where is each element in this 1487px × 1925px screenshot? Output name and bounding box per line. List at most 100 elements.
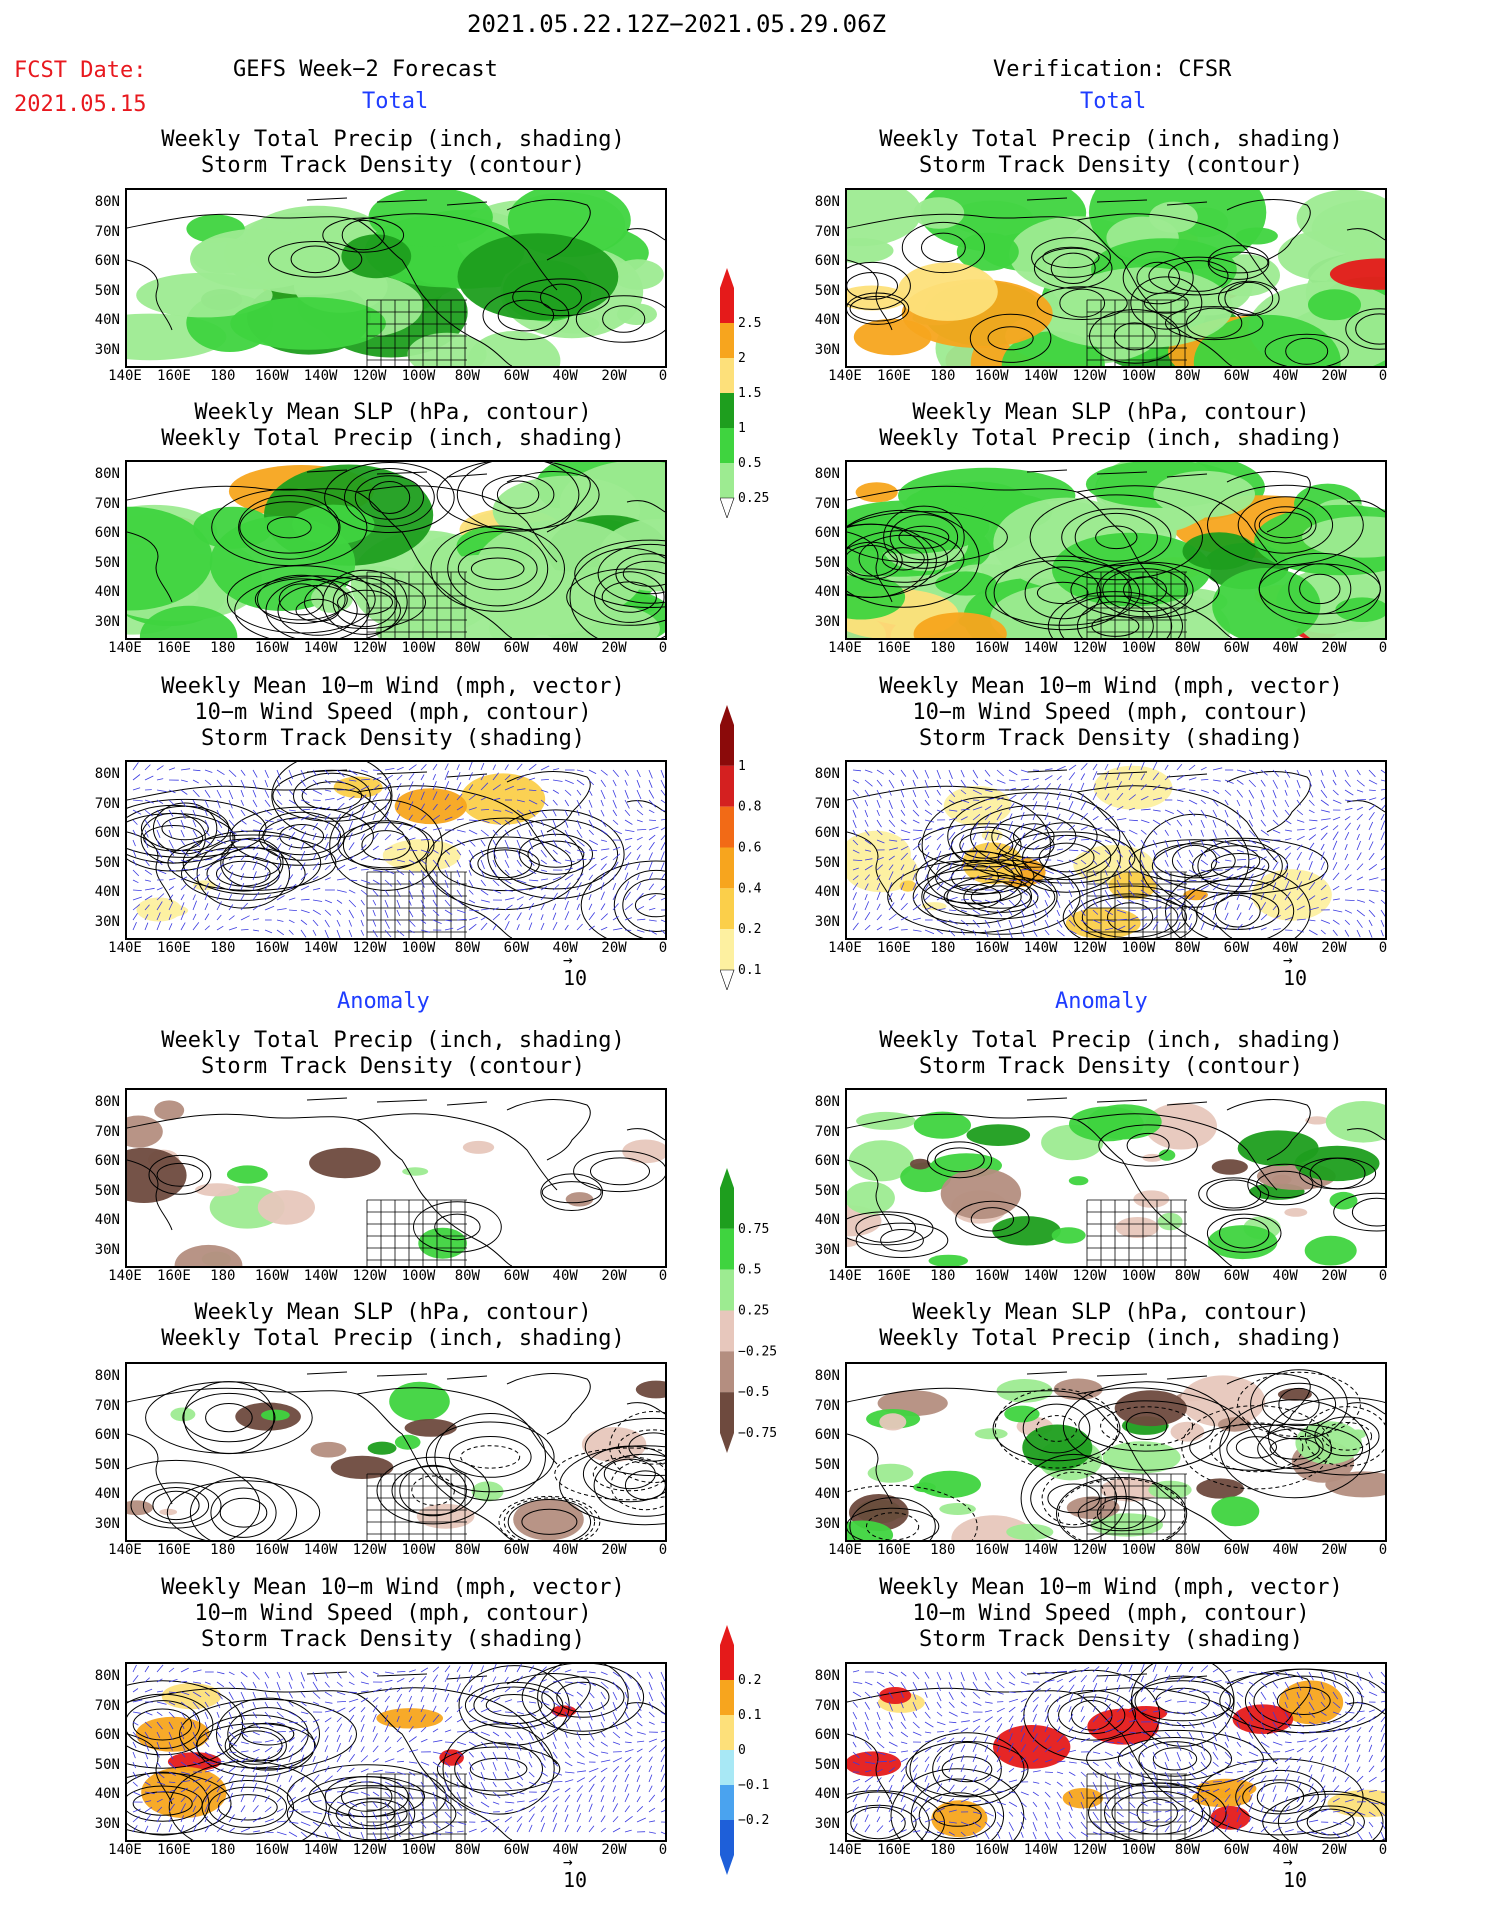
wind-vector: [1320, 799, 1329, 806]
wind-vector: [984, 899, 992, 903]
wind-vector: [252, 1756, 259, 1763]
wind-vector: [1008, 867, 1016, 871]
contour-line: [1074, 512, 1158, 562]
wind-vector: [1104, 1831, 1115, 1834]
lon-tick-label: 180: [210, 940, 236, 956]
coastline: [1026, 1371, 1208, 1380]
wind-vector: [552, 876, 562, 881]
wind-vector: [492, 1697, 501, 1703]
wind-vector: [876, 914, 882, 921]
wind-vector: [1308, 872, 1313, 881]
wind-vector: [300, 1701, 307, 1707]
wind-vector: [336, 1754, 342, 1763]
lon-tick-label: 120W: [1072, 940, 1107, 956]
wind-vector: [1116, 849, 1123, 858]
wind-vector: [240, 1731, 248, 1738]
cfsr-total-slp-precip-title2: Weekly Total Precip (inch, shading): [879, 426, 1343, 451]
wind-vector: [504, 879, 512, 885]
contour-line: [850, 1806, 906, 1840]
coastline: [626, 1702, 665, 1715]
wind-vector: [360, 889, 368, 896]
wind-vector: [996, 1778, 1003, 1783]
contour-line: [181, 846, 306, 901]
wind-vector: [1140, 849, 1145, 858]
wind-vector: [1008, 1779, 1018, 1783]
wind-vector: [1020, 1811, 1027, 1821]
wind-vector: [600, 1701, 605, 1710]
wind-vector: [1320, 1795, 1329, 1803]
wind-vector: [1320, 1808, 1329, 1813]
wind-vector: [144, 809, 153, 817]
wind-vector: [540, 1781, 550, 1784]
contour-line: [1314, 1416, 1380, 1457]
wind-vector: [180, 1711, 187, 1720]
lat-tick-label: 80N: [94, 1368, 120, 1384]
wind-vector: [1212, 892, 1219, 901]
wind-vector: [396, 1678, 405, 1683]
wind-vector: [240, 882, 245, 891]
wind-vector: [228, 789, 234, 800]
wind-vector: [492, 1741, 499, 1749]
wind-vector: [348, 1706, 356, 1713]
wind-vector: [1380, 909, 1385, 917]
wind-vector: [1140, 899, 1149, 903]
wind-vector: [1056, 765, 1066, 771]
wind-vector: [1092, 1781, 1098, 1791]
wind-vector: [600, 1805, 605, 1813]
wind-vector: [564, 882, 571, 891]
wind-vector: [864, 874, 870, 881]
wind-vector: [1344, 1745, 1349, 1753]
wind-vector: [1368, 1821, 1374, 1828]
contour-line: [855, 1213, 916, 1243]
contour-line: [1070, 1700, 1113, 1731]
wind-vector: [948, 789, 956, 798]
colorbar-segment: [720, 888, 734, 930]
wind-vector: [456, 1666, 461, 1673]
wind-vector: [288, 1784, 295, 1793]
lat-tick-label: 40N: [814, 1486, 840, 1502]
coastline: [1226, 1099, 1311, 1161]
wind-vector: [1152, 1818, 1160, 1823]
wind-vector: [924, 789, 930, 799]
lat-tick-label: 60N: [94, 1727, 120, 1743]
wind-vector: [480, 1708, 490, 1713]
wind-vector: [276, 1808, 284, 1813]
colorbar-segment: [720, 1351, 734, 1393]
wind-vector: [312, 853, 317, 861]
wind-vector: [1128, 1828, 1138, 1833]
wind-vector: [1224, 891, 1230, 901]
wind-vector: [420, 764, 427, 771]
wind-vector: [1260, 1741, 1270, 1748]
wind-vector: [1128, 763, 1132, 771]
wind-vector: [216, 856, 226, 861]
lon-tick-label: 120W: [352, 368, 387, 384]
lon-tick-label: 140W: [303, 368, 338, 384]
wind-vector: [1164, 913, 1171, 921]
wind-vector: [516, 896, 524, 901]
contour-line: [847, 272, 898, 300]
wind-vector: [888, 1731, 894, 1737]
wind-vector: [276, 1681, 281, 1691]
wind-vector: [1236, 859, 1247, 861]
wind-vector: [1332, 816, 1341, 821]
wind-vector: [420, 1667, 429, 1673]
wind-vector: [408, 919, 416, 927]
wind-vector: [1092, 919, 1102, 924]
wind-vector: [216, 839, 226, 844]
wind-vector: [1368, 919, 1373, 927]
wind-vector: [1200, 819, 1205, 828]
wind-vector: [1164, 897, 1175, 901]
wind-vector: [576, 1701, 582, 1709]
wind-vector: [324, 1735, 329, 1743]
contour-line: [1122, 251, 1194, 305]
wind-vector: [240, 1671, 248, 1678]
shading-blob: [1170, 1421, 1205, 1442]
wind-vector: [1260, 865, 1266, 871]
wind-vector: [612, 846, 621, 851]
wind-vector: [180, 1796, 186, 1803]
wind-vector: [216, 799, 221, 809]
wind-vector: [912, 880, 918, 891]
lon-tick-label: 80W: [454, 940, 480, 956]
wind-vector: [1332, 1711, 1342, 1716]
wind-vector: [1032, 777, 1039, 781]
